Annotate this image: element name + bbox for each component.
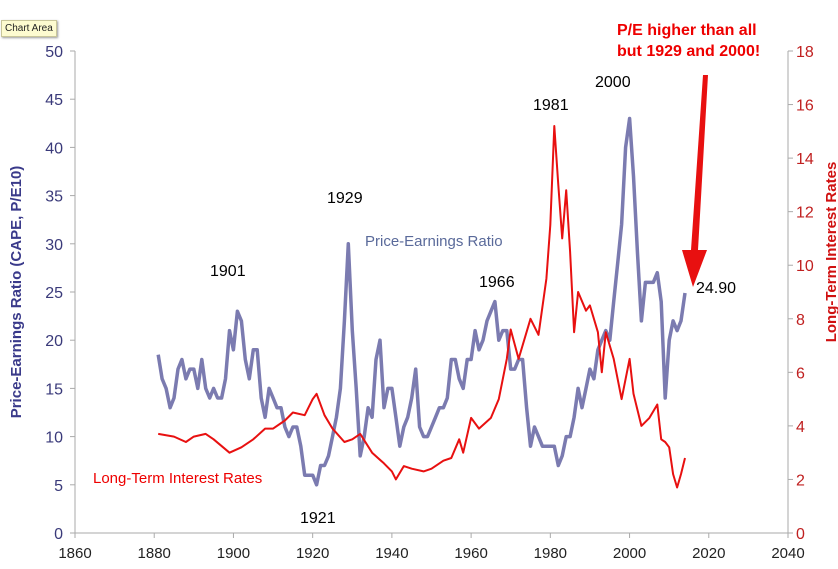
y-left-tick-label: 30 (45, 237, 63, 254)
y-right-tick-label: 6 (796, 365, 805, 382)
series-line-rates (158, 125, 686, 489)
y-right-tick-label: 16 (796, 98, 814, 115)
x-tick-label: 2000 (613, 545, 646, 562)
annotation-1929: 1929 (327, 190, 363, 207)
y-right-axis-title: Long-Term Interest Rates (823, 162, 838, 343)
annotation-2000: 2000 (595, 74, 631, 91)
annotation-1966: 1966 (479, 274, 515, 291)
y-left-tick-label: 45 (45, 92, 63, 109)
x-tick-label: 1920 (296, 545, 329, 562)
callout-arrow (682, 75, 708, 287)
series-label-pe: Price-Earnings Ratio (365, 233, 503, 250)
y-left-tick-label: 10 (45, 430, 63, 447)
x-tick-label: 1940 (375, 545, 408, 562)
x-tick-label: 1980 (534, 545, 567, 562)
chart-area-tooltip: Chart Area (1, 20, 57, 37)
y-right-tick-label: 18 (796, 44, 814, 61)
x-tick-label: 1880 (138, 545, 171, 562)
y-left-tick-label: 50 (45, 44, 63, 61)
x-tick-label: 2040 (771, 545, 804, 562)
x-tick-label: 2020 (692, 545, 725, 562)
y-left-axis-title: Price-Earnings Ratio (CAPE, P/E10) (8, 166, 25, 419)
y-left-tick-label: 5 (54, 478, 63, 495)
y-right-tick-label: 8 (796, 312, 805, 329)
series-line-pe (156, 116, 687, 487)
series-label-rates: Long-Term Interest Rates (93, 470, 263, 487)
y-right-tick-label: 10 (796, 258, 814, 275)
x-tick-label: 1960 (454, 545, 487, 562)
annotation-1921: 1921 (300, 510, 336, 527)
y-right-tick-label: 12 (796, 205, 814, 222)
annotation-last-value: 24.90 (696, 280, 737, 297)
y-right-tick-label: 2 (796, 472, 805, 489)
annotation-1981: 1981 (533, 97, 569, 114)
y-left-tick-label: 0 (54, 526, 63, 543)
x-tick-label: 1900 (217, 545, 250, 562)
callout-text: P/E higher than all but 1929 and 2000! (617, 22, 761, 60)
annotation-1901: 1901 (210, 263, 246, 280)
y-left-tick-label: 15 (45, 381, 63, 398)
y-left-tick-label: 20 (45, 333, 63, 350)
y-right-tick-label: 14 (796, 151, 814, 168)
y-left-tick-label: 40 (45, 140, 63, 157)
y-right-tick-label: 0 (796, 526, 805, 543)
y-left-tick-label: 35 (45, 189, 63, 206)
x-tick-label: 1860 (58, 545, 91, 562)
y-right-tick-label: 4 (796, 419, 805, 436)
y-left-tick-label: 25 (45, 285, 63, 302)
